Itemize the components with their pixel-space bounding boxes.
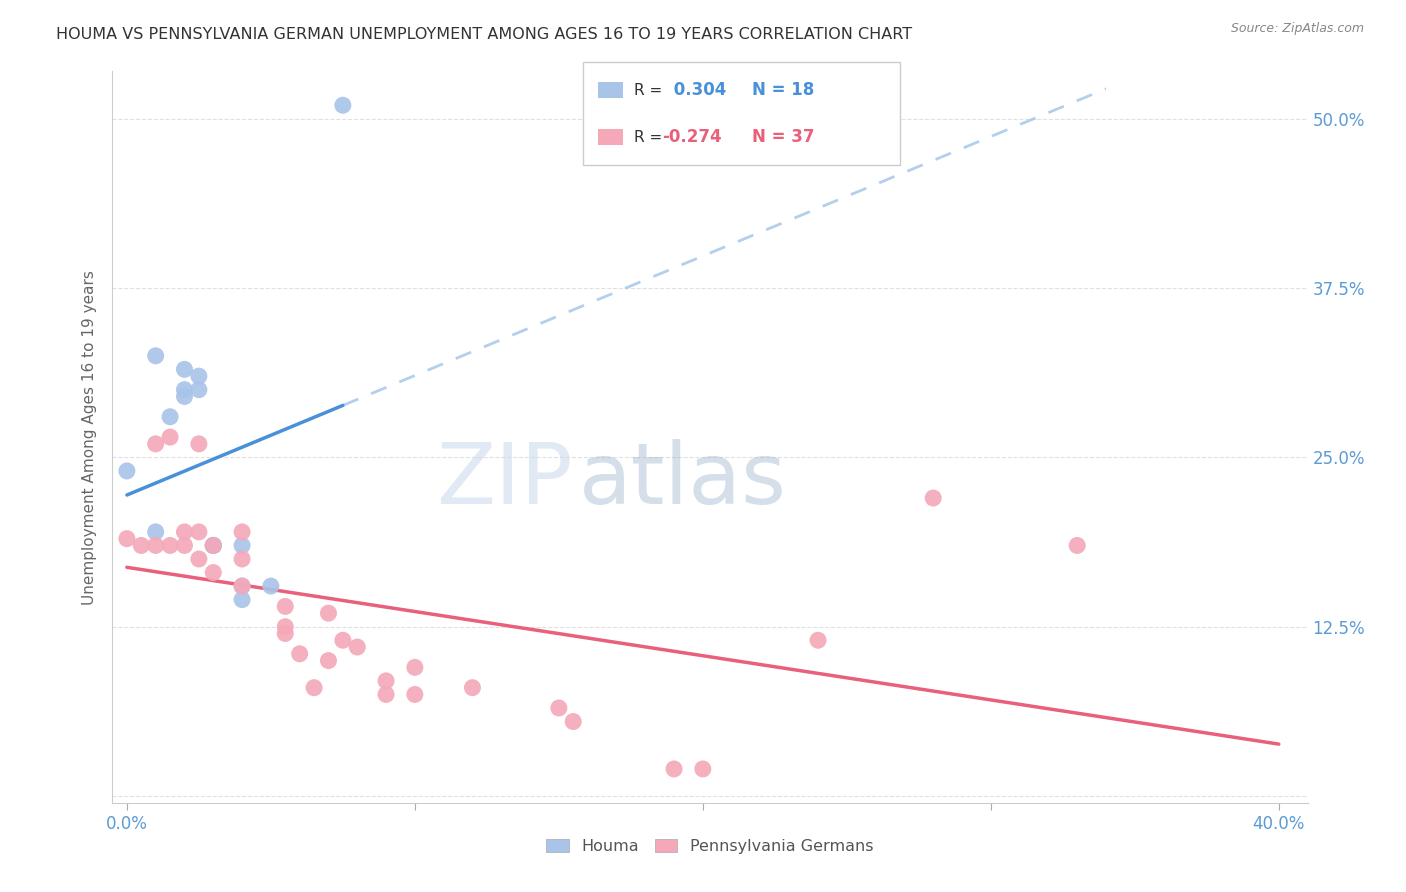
Point [145, 349, 167, 363]
Point [274, 626, 297, 640]
Point [173, 383, 195, 397]
Point [187, 524, 209, 539]
Point [129, 538, 152, 552]
Point [187, 437, 209, 451]
Point [187, 369, 209, 384]
Point [274, 599, 297, 614]
Point [202, 538, 225, 552]
Point [260, 579, 283, 593]
Point [173, 389, 195, 403]
Text: atlas: atlas [579, 440, 786, 523]
Point [662, 762, 685, 776]
Point [461, 681, 484, 695]
Point [404, 660, 426, 674]
Y-axis label: Unemployment Among Ages 16 to 19 years: Unemployment Among Ages 16 to 19 years [82, 269, 97, 605]
Point [332, 98, 354, 112]
Point [187, 383, 209, 397]
Point [145, 524, 167, 539]
Point [187, 552, 209, 566]
Point [202, 566, 225, 580]
Point [145, 437, 167, 451]
Point [302, 681, 325, 695]
Point [231, 579, 253, 593]
Point [145, 538, 167, 552]
Point [288, 647, 311, 661]
Text: R =: R = [634, 130, 668, 145]
Point [231, 538, 253, 552]
Point [159, 430, 181, 444]
Point [922, 491, 945, 505]
Point [202, 538, 225, 552]
Point [173, 524, 195, 539]
Text: Source: ZipAtlas.com: Source: ZipAtlas.com [1230, 22, 1364, 36]
Point [332, 633, 354, 648]
Point [115, 464, 138, 478]
Point [562, 714, 585, 729]
Point [692, 762, 714, 776]
Point [375, 688, 398, 702]
Point [202, 538, 225, 552]
Text: R =: R = [634, 83, 668, 97]
Point [159, 538, 181, 552]
Point [807, 633, 830, 648]
Point [375, 673, 398, 688]
Point [202, 538, 225, 552]
Point [231, 592, 253, 607]
Point [159, 409, 181, 424]
Point [202, 538, 225, 552]
Point [547, 701, 569, 715]
Text: 0.304: 0.304 [668, 81, 727, 99]
Text: N = 18: N = 18 [752, 81, 814, 99]
Point [231, 579, 253, 593]
Text: -0.274: -0.274 [662, 128, 721, 146]
Point [346, 640, 368, 654]
Point [404, 688, 426, 702]
Text: ZIP: ZIP [436, 440, 572, 523]
Point [173, 362, 195, 376]
Text: HOUMA VS PENNSYLVANIA GERMAN UNEMPLOYMENT AMONG AGES 16 TO 19 YEARS CORRELATION : HOUMA VS PENNSYLVANIA GERMAN UNEMPLOYMEN… [56, 27, 912, 42]
Point [318, 654, 340, 668]
Legend: Houma, Pennsylvania Germans: Houma, Pennsylvania Germans [540, 833, 880, 861]
Point [173, 538, 195, 552]
Point [231, 552, 253, 566]
Point [1066, 538, 1088, 552]
Text: N = 37: N = 37 [752, 128, 814, 146]
Point [318, 606, 340, 620]
Point [115, 532, 138, 546]
Point [274, 620, 297, 634]
Point [231, 524, 253, 539]
